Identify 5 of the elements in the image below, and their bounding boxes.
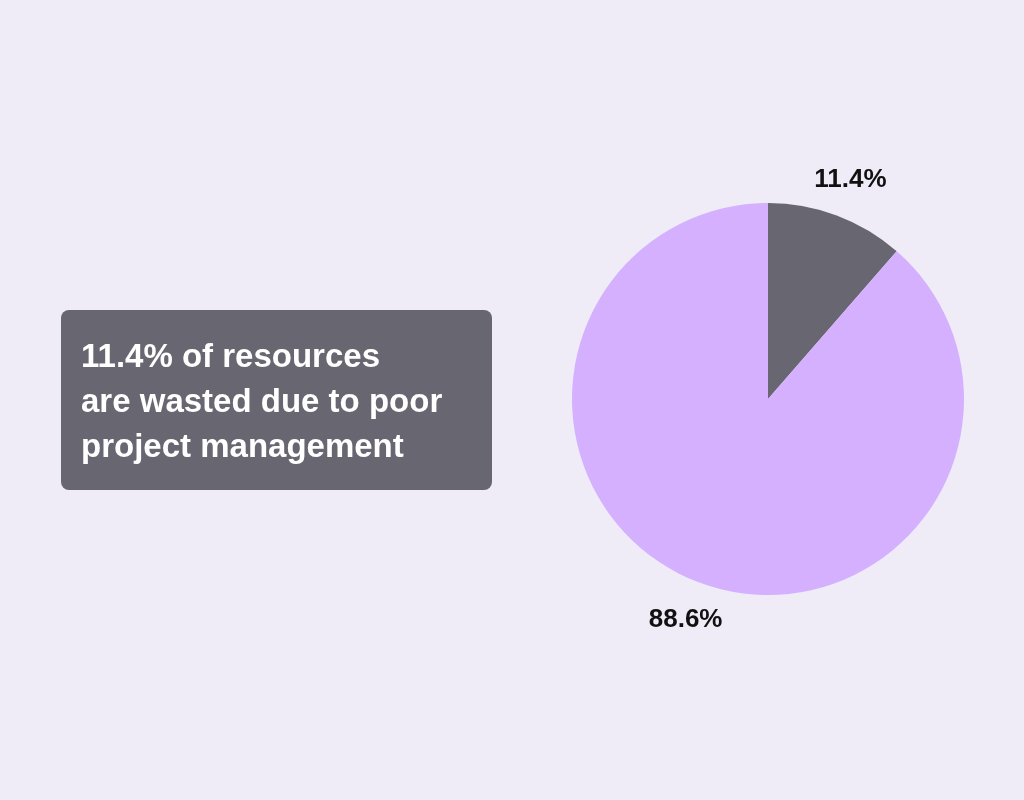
- pie-slice: [768, 203, 897, 399]
- data-label: 88.6%: [648, 603, 723, 634]
- text: 11.4% of resources are wasted due to poor project management: [81, 335, 443, 466]
- data-label: 11.4%: [814, 162, 887, 193]
- pie-slice: [572, 203, 964, 595]
